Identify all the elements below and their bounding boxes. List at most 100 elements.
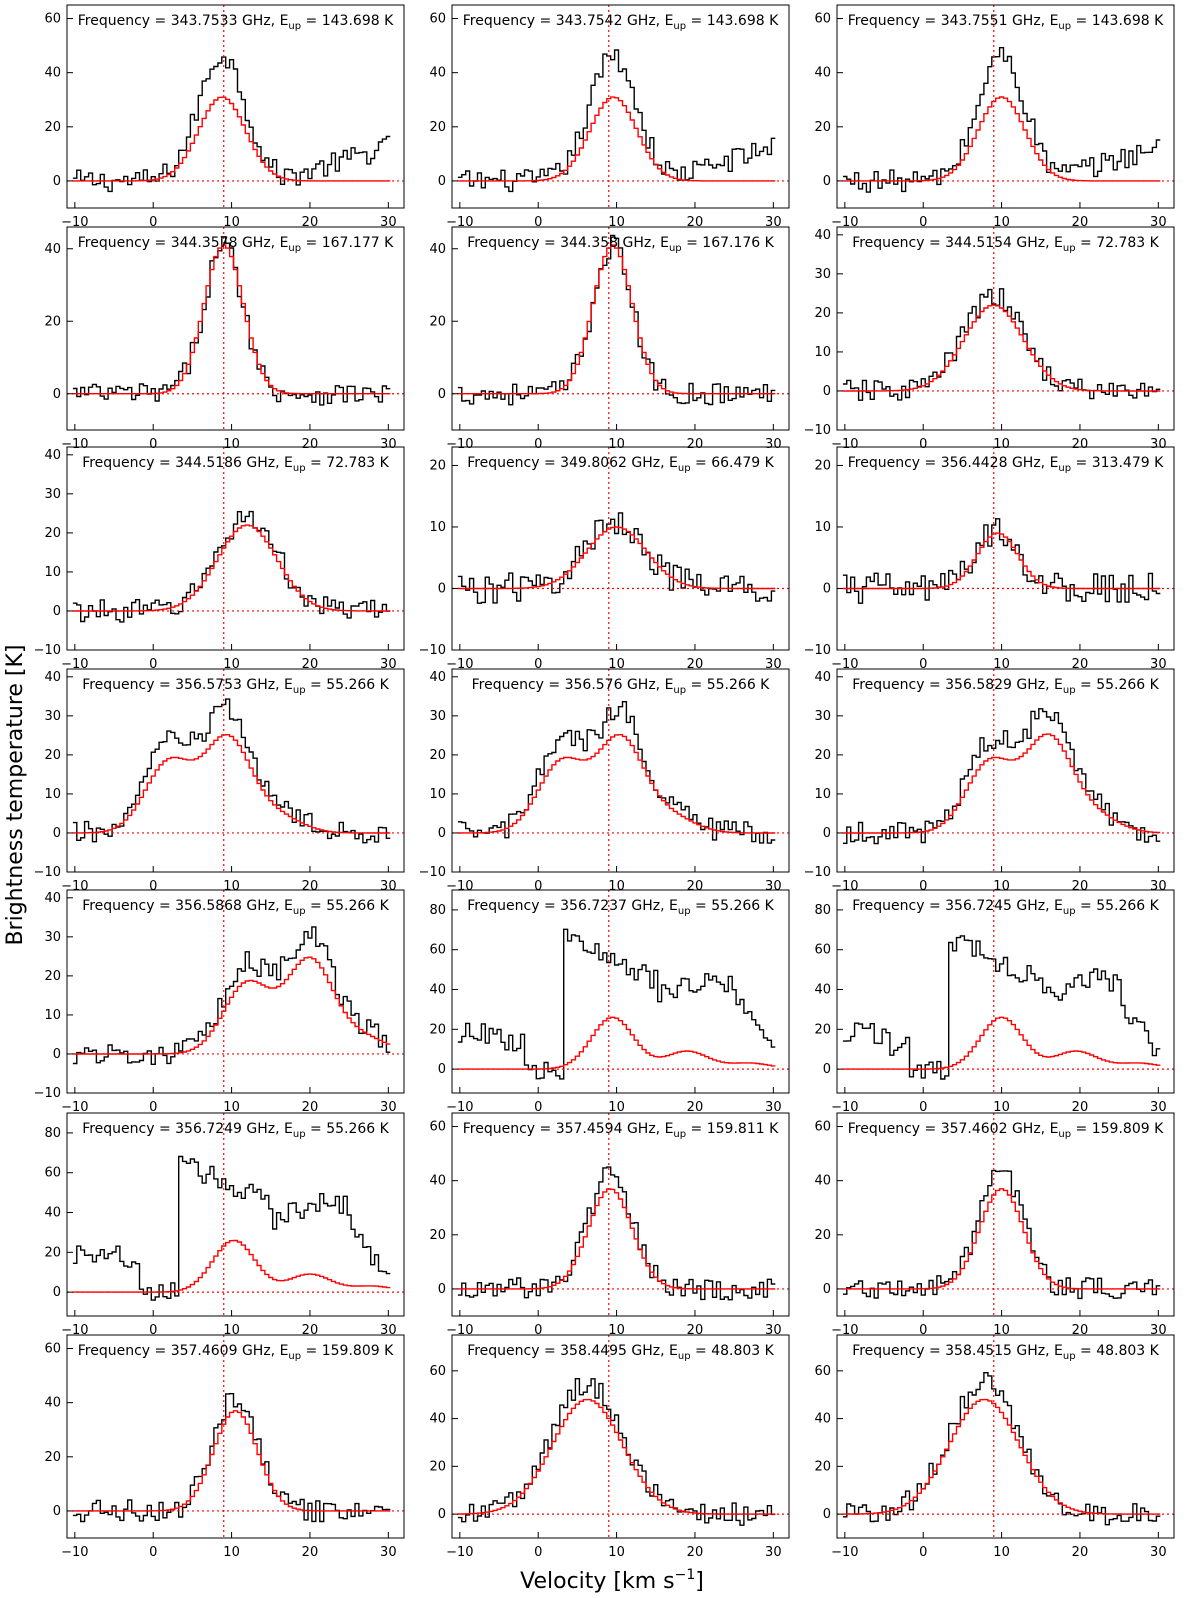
- frequency-label: Frequency = 357.4594 GHz, E: [463, 1121, 674, 1137]
- x-tick-label: 10: [223, 437, 240, 452]
- y-tick-label: 60: [814, 943, 831, 958]
- y-tick-label: 40: [44, 242, 61, 257]
- panel-frame: [836, 226, 1175, 431]
- eup-subscript: up: [1058, 21, 1071, 32]
- y-tick-label: 40: [814, 228, 831, 243]
- y-tick-label: 30: [814, 709, 831, 724]
- x-tick-label: 10: [993, 657, 1010, 672]
- panel-p8: −10 0 10 20 30 −10 0 10 20 Frequency = 349.8062 G…: [419, 446, 790, 672]
- panel-frame: [451, 446, 790, 651]
- x-tick-label: 30: [1150, 1100, 1167, 1115]
- panel-title: Frequency = 344.358 GHz, Eup = 167.176 K: [467, 235, 774, 254]
- x-tick-label: 30: [1150, 1323, 1167, 1338]
- y-tick-label: 30: [44, 930, 61, 945]
- x-tick-label: 0: [919, 1323, 927, 1338]
- model-spectrum: [457, 244, 776, 395]
- x-tick-label: 10: [993, 437, 1010, 452]
- panel-p13: −10 0 10 20 30 −10 0 10 20 30 40 Frequency = 356.58…: [34, 889, 405, 1115]
- observed-spectrum: [457, 1166, 776, 1301]
- y-tick-label: 60: [814, 1120, 831, 1135]
- panel-title: Frequency = 344.5154 GHz, Eup = 72.783 K: [852, 235, 1159, 254]
- y-axis-title: Brightness temperature [K]: [3, 644, 28, 945]
- eup-value: = 159.809 K: [1071, 1121, 1164, 1137]
- panel-p21: −10 0 10 20 30 0 20 40 60 Frequency = 358.4515 GH…: [814, 1334, 1175, 1560]
- y-tick-label: 0: [823, 1062, 831, 1077]
- x-tick-label: 0: [149, 437, 157, 452]
- y-tick-label: 20: [44, 120, 61, 135]
- x-tick-label: 0: [149, 657, 157, 672]
- x-tick-label: −10: [831, 1545, 858, 1560]
- x-tick-label: −10: [831, 1323, 858, 1338]
- x-tick-label: 0: [919, 879, 927, 894]
- eup-subscript: up: [1058, 1129, 1071, 1140]
- y-tick-label: 20: [814, 1459, 831, 1474]
- observed-spectrum: [457, 512, 776, 604]
- panel-frame: [836, 446, 1175, 651]
- panel-frame: [836, 668, 1175, 873]
- x-tick-label: 20: [687, 879, 704, 894]
- x-tick-label: 30: [765, 1100, 782, 1115]
- panel-frame: [66, 1112, 405, 1317]
- eup-subscript: up: [669, 243, 682, 254]
- x-tick-label: 30: [1150, 1545, 1167, 1560]
- x-tick-label: 20: [1072, 437, 1089, 452]
- panel-title: Frequency = 356.7237 GHz, Eup = 55.266 K: [467, 898, 774, 917]
- panel-frame: [66, 889, 405, 1094]
- panel-title: Frequency = 356.5753 GHz, Eup = 55.266 K: [82, 677, 389, 696]
- x-tick-label: 0: [919, 215, 927, 230]
- panel-frame: [451, 1334, 790, 1539]
- eup-subscript: up: [678, 906, 691, 917]
- y-tick-label: 0: [438, 581, 446, 596]
- x-tick-label: 0: [919, 657, 927, 672]
- x-tick-label: 0: [149, 1545, 157, 1560]
- x-tick-label: 0: [919, 1545, 927, 1560]
- y-tick-label: 0: [53, 1285, 61, 1300]
- y-tick-label: 20: [44, 1450, 61, 1465]
- y-tick-label: −10: [804, 865, 831, 880]
- x-tick-label: −10: [831, 215, 858, 230]
- panel-title: Frequency = 357.4609 GHz, Eup = 159.809 …: [78, 1343, 394, 1362]
- eup-value: = 159.811 K: [686, 1121, 779, 1137]
- eup-value: = 167.176 K: [682, 235, 775, 251]
- y-tick-label: 40: [44, 66, 61, 81]
- eup-subscript: up: [678, 463, 691, 474]
- panel-frame: [451, 668, 790, 873]
- eup-value: = 48.803 K: [691, 1343, 775, 1359]
- frequency-label: Frequency = 356.576 GHz, E: [472, 677, 674, 693]
- x-axis-title-exponent: −1: [675, 1567, 696, 1583]
- panel-p5: −10 0 10 20 30 0 20 40 Frequency = 344.358 GHz, …: [429, 226, 790, 452]
- eup-subscript: up: [1063, 1351, 1076, 1362]
- y-tick-label: 30: [814, 267, 831, 282]
- panel-p12: −10 0 10 20 30 −10 0 10 20 30 40 Frequency = 356.58…: [804, 668, 1175, 894]
- y-tick-label: 20: [814, 748, 831, 763]
- x-tick-label: −10: [831, 657, 858, 672]
- x-tick-label: 20: [687, 1100, 704, 1115]
- panel-p4: −10 0 10 20 30 0 20 40 Frequency = 344.3578 GHz,…: [44, 226, 405, 452]
- x-tick-label: −10: [446, 215, 473, 230]
- observed-spectrum: [72, 56, 391, 193]
- x-axis-title-end: ]: [695, 1569, 704, 1594]
- panel-title: Frequency = 349.8062 GHz, Eup = 66.479 K: [467, 455, 774, 474]
- eup-value: = 159.809 K: [301, 1343, 394, 1359]
- x-tick-label: 10: [223, 1545, 240, 1560]
- observed-spectrum: [457, 1378, 776, 1526]
- eup-value: = 72.783 K: [1076, 235, 1160, 251]
- panel-title: Frequency = 356.4428 GHz, Eup = 313.479 …: [848, 455, 1164, 474]
- eup-value: = 143.698 K: [1071, 13, 1164, 29]
- panel-title: Frequency = 357.4602 GHz, Eup = 159.809 …: [848, 1121, 1164, 1140]
- x-tick-label: 0: [534, 437, 542, 452]
- y-tick-label: 80: [44, 1126, 61, 1141]
- panel-p9: −10 0 10 20 30 −10 0 10 20 Frequency = 356.4428 G…: [804, 446, 1175, 672]
- panel-p11: −10 0 10 20 30 −10 0 10 20 30 40 Frequency = 356.57…: [419, 668, 790, 894]
- y-tick-label: 20: [44, 314, 61, 329]
- eup-value: = 143.698 K: [301, 13, 394, 29]
- observed-spectrum: [842, 288, 1161, 401]
- x-tick-label: 0: [534, 215, 542, 230]
- x-tick-label: 10: [993, 215, 1010, 230]
- x-tick-label: 10: [993, 879, 1010, 894]
- y-tick-label: 40: [44, 448, 61, 463]
- y-tick-label: 60: [429, 943, 446, 958]
- y-tick-label: 60: [429, 12, 446, 27]
- y-tick-label: 40: [814, 66, 831, 81]
- y-tick-label: −10: [419, 643, 446, 658]
